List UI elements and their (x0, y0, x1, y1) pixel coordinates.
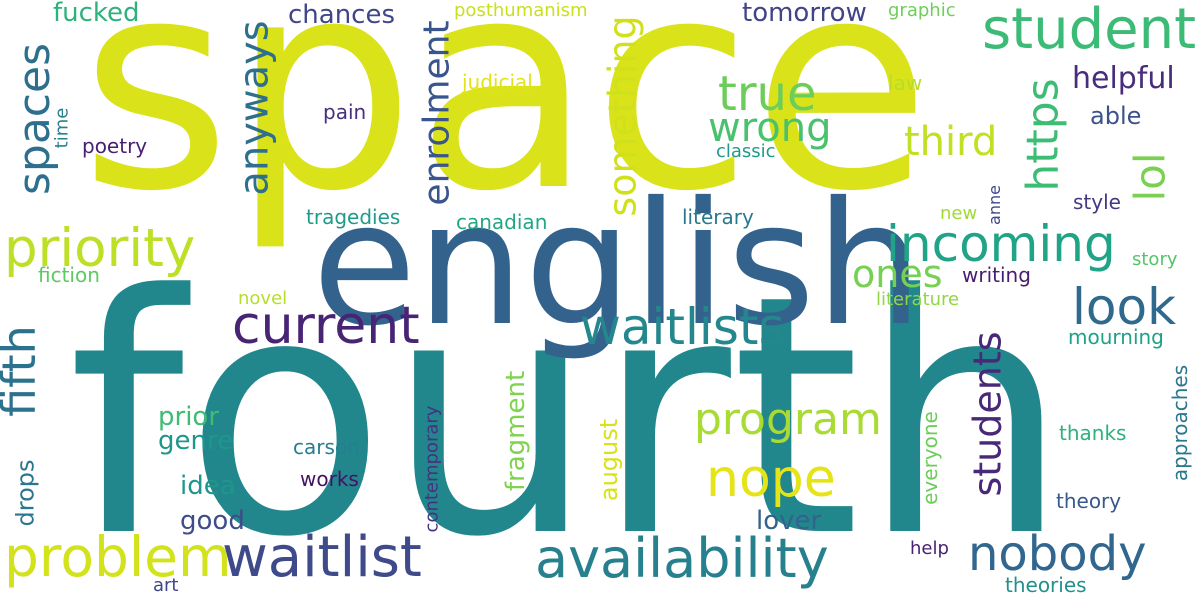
word-genre: genre (158, 426, 234, 456)
word-thanks: thanks (1059, 421, 1127, 445)
word-helpful: helpful (1072, 61, 1175, 96)
word-fragment: fragment (501, 370, 532, 492)
word-fourth: fourth (68, 225, 1070, 600)
word-theories: theories (1005, 573, 1087, 597)
word-law: law (888, 71, 923, 95)
word-style: style (1073, 190, 1121, 214)
word-tragedies: tragedies (306, 205, 401, 229)
word-https: https (1017, 78, 1069, 192)
word-fucked: fucked (53, 0, 140, 28)
word-posthumanism: posthumanism (454, 0, 588, 21)
word-able: able (1090, 102, 1142, 130)
word-waitlist: waitlist (222, 525, 422, 590)
word-availability: availability (535, 527, 829, 590)
word-lol: lol (1125, 152, 1175, 202)
word-priority: priority (4, 218, 196, 279)
word-wrong: wrong (708, 105, 832, 151)
word-theory: theory (1056, 489, 1122, 513)
word-fifth: fifth (0, 325, 46, 417)
word-waitlists: waitlists (580, 298, 785, 356)
word-student: student (982, 0, 1197, 62)
word-english: english (312, 166, 924, 364)
word-new: new (940, 203, 978, 224)
word-tomorrow: tomorrow (742, 0, 867, 28)
word-problem: problem (4, 525, 232, 589)
word-help: help (910, 538, 949, 559)
word-approaches: approaches (1168, 364, 1193, 482)
word-chances: chances (288, 0, 396, 30)
word-ones: ones (852, 252, 943, 296)
word-enrolment: enrolment (416, 20, 458, 206)
word-lover: lover (756, 506, 822, 536)
word-pain: pain (323, 100, 367, 124)
word-look: look (1072, 278, 1177, 336)
word-anne: anne (984, 185, 1004, 225)
word-current: current (232, 296, 420, 356)
word-works: works (300, 467, 359, 491)
word-third: third (904, 119, 998, 165)
word-idea: idea (180, 471, 236, 501)
word-classic: classic (716, 141, 776, 162)
word-carson: carson (293, 435, 360, 459)
word-students: students (965, 331, 1010, 497)
word-true: true (718, 66, 817, 122)
word-fiction: fiction (38, 263, 100, 287)
word-something: something (600, 15, 645, 217)
word-canadian: canadian (456, 210, 548, 234)
word-literature: literature (876, 289, 960, 310)
word-story: story (1132, 249, 1178, 270)
word-incoming: incoming (886, 215, 1116, 273)
word-literary: literary (682, 205, 754, 229)
word-good: good (180, 506, 245, 536)
word-poetry: poetry (82, 134, 148, 158)
word-anyways: anyways (231, 20, 278, 196)
word-art: art (153, 575, 179, 596)
word-everyone: everyone (917, 411, 942, 505)
word-novel: novel (238, 288, 288, 309)
word-graphic: graphic (888, 0, 956, 21)
word-august: august (595, 418, 624, 502)
word-prior: prior (158, 402, 220, 432)
word-nobody: nobody (968, 526, 1147, 582)
word-space: space (80, 0, 931, 255)
word-time: time (51, 107, 73, 149)
word-writing: writing (962, 263, 1031, 287)
word-nope: nope (706, 449, 836, 509)
word-drops: drops (11, 459, 40, 527)
word-contemporary: contemporary (421, 405, 443, 533)
word-program: program (694, 394, 882, 445)
word-mourning: mourning (1068, 325, 1164, 349)
word-judicial: judicial (462, 70, 533, 94)
